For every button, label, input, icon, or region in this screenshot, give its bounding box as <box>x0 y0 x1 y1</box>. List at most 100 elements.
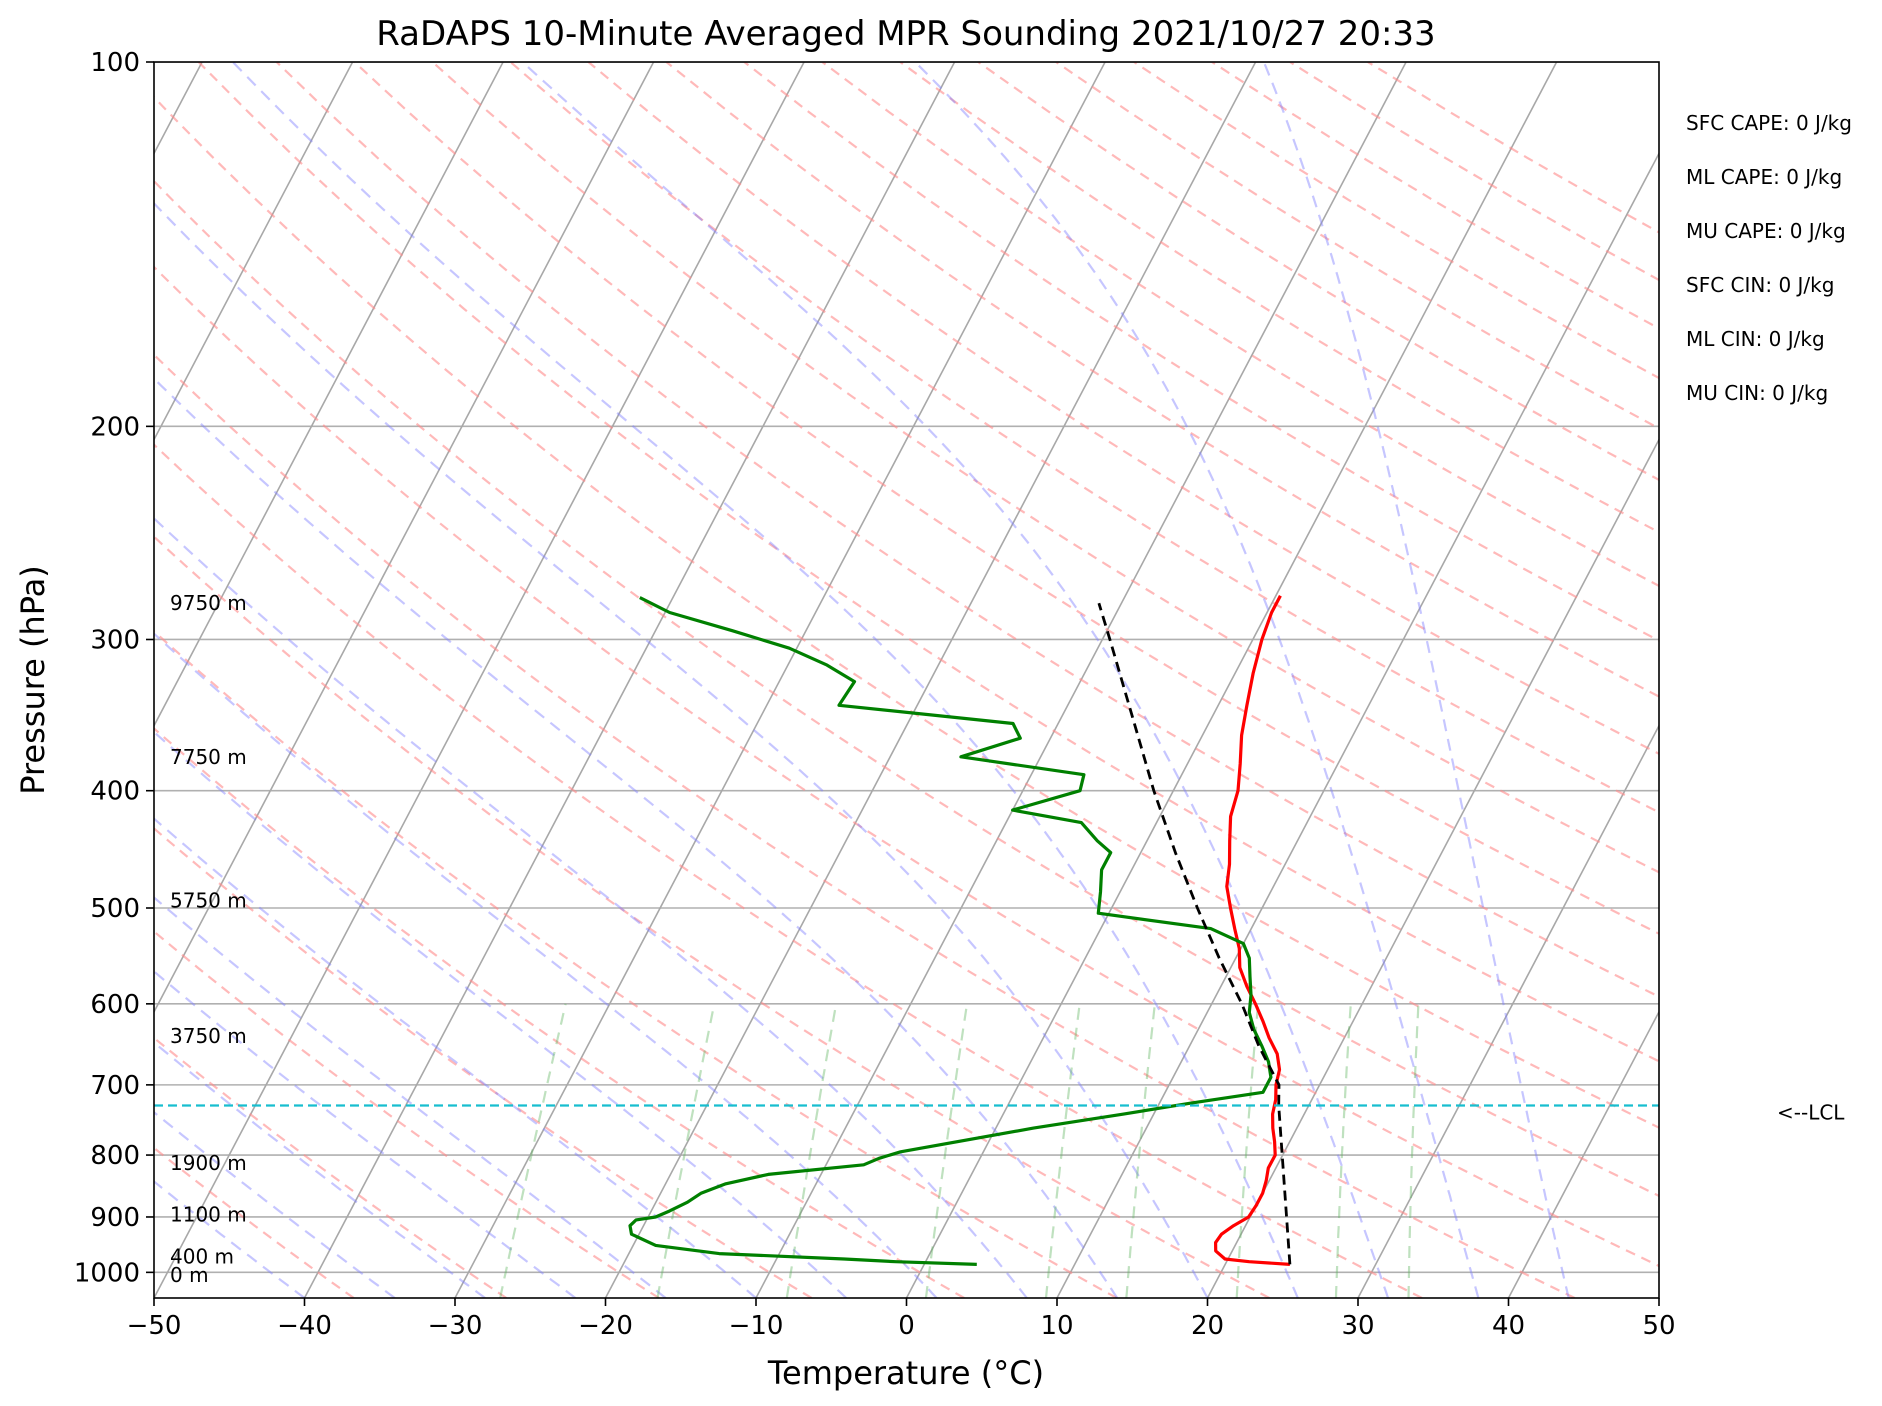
dry-adiabat <box>275 62 1659 998</box>
stat-line: SFC CAPE: 0 J/kg <box>1686 111 1852 135</box>
height-label: 0 m <box>170 1263 209 1287</box>
y-tick-label: 900 <box>90 1203 140 1233</box>
isotherm-line <box>154 62 504 728</box>
isotherm-line <box>154 62 805 1298</box>
mixing-ratio-line <box>1235 1003 1260 1298</box>
x-axis-label: Temperature (°C) <box>767 1354 1044 1392</box>
dry-adiabat <box>353 62 1659 935</box>
stat-line: SFC CIN: 0 J/kg <box>1686 273 1834 297</box>
moist-adiabat <box>154 896 667 1298</box>
height-label: 400 m <box>170 1244 234 1268</box>
isotherm-line <box>1357 724 1659 1298</box>
height-label: 3750 m <box>170 1024 247 1048</box>
y-axis-label: Pressure (hPa) <box>14 565 52 795</box>
isotherm-line <box>1056 151 1659 1298</box>
moist-adiabat <box>154 632 938 1298</box>
dry-adiabat <box>587 62 1659 755</box>
grid-lines <box>154 62 1659 1298</box>
series-line-0 <box>1214 594 1291 1266</box>
chart-title: RaDAPS 10-Minute Averaged MPR Sounding 2… <box>376 14 1435 54</box>
mixing-ratio-line <box>1125 1003 1156 1298</box>
cape-cin-stats: SFC CAPE: 0 J/kg ML CAPE: 0 J/kg MU CAPE: … <box>1686 111 1852 405</box>
moist-adiabat <box>1262 62 1570 1298</box>
x-tick-label: −50 <box>127 1311 182 1341</box>
mixing-ratio-line <box>1407 1003 1420 1298</box>
dry-adiabats <box>154 62 1659 1298</box>
moist-adiabat <box>154 970 577 1298</box>
y-tick-label: 500 <box>90 894 140 924</box>
isotherm-line <box>154 62 354 442</box>
isotherm-line <box>1507 1010 1659 1298</box>
y-tick-label: 300 <box>90 625 140 655</box>
isotherm-line <box>303 62 956 1298</box>
x-tick-label: 30 <box>1341 1311 1374 1341</box>
height-label: 1100 m <box>170 1203 247 1227</box>
x-tick-label: 0 <box>898 1311 915 1341</box>
x-axis-ticks: −50 −40 −30 −20 −10 0 10 20 30 40 50 <box>127 1298 1676 1341</box>
mixing-ratio-line <box>924 1003 969 1298</box>
x-tick-label: −20 <box>578 1311 633 1341</box>
moist-adiabat <box>154 1041 486 1298</box>
stat-line: ML CIN: 0 J/kg <box>1686 327 1825 351</box>
dry-adiabat <box>509 62 1659 814</box>
x-tick-label: 40 <box>1492 1311 1525 1341</box>
lcl-label: <--LCL <box>1777 1101 1845 1125</box>
dry-adiabat <box>743 62 1659 642</box>
series-line-1 <box>628 596 1273 1266</box>
moist-adiabat <box>154 1180 306 1298</box>
y-tick-label: 600 <box>90 990 140 1020</box>
y-tick-label: 200 <box>90 412 140 442</box>
moist-adiabat <box>521 62 1390 1298</box>
x-tick-label: 10 <box>1040 1311 1073 1341</box>
y-tick-label: 1000 <box>74 1258 140 1288</box>
moist-adiabat <box>914 62 1480 1298</box>
moist-adiabat <box>154 377 1119 1298</box>
dry-adiabat <box>154 826 813 1298</box>
dry-adiabat <box>154 930 660 1298</box>
dry-adiabat <box>154 265 1659 1268</box>
isotherm-line <box>1206 437 1659 1298</box>
series-line-2 <box>1097 602 1292 1265</box>
mixing-ratio-line <box>499 1003 567 1298</box>
isotherm-line <box>454 62 1106 1298</box>
dry-adiabat <box>821 62 1659 588</box>
dry-adiabat <box>154 95 1659 1129</box>
y-axis-ticks: 100 200 300 400 500 600 700 800 900 1000 <box>74 48 154 1288</box>
y-tick-label: 800 <box>90 1141 140 1171</box>
series-layer <box>628 594 1292 1266</box>
y-tick-label: 400 <box>90 777 140 807</box>
moist-adiabat <box>154 516 1028 1298</box>
height-labels: 9750 m 7750 m 5750 m 3750 m 1900 m 1100 m 400 … <box>170 591 247 1287</box>
height-label: 9750 m <box>170 591 247 615</box>
dry-adiabat <box>154 629 1118 1298</box>
moist-adiabat <box>154 730 848 1298</box>
isotherm-line <box>604 62 1257 1298</box>
mixing-ratio-line <box>656 1003 716 1298</box>
height-label: 1900 m <box>170 1151 247 1175</box>
x-tick-label: 50 <box>1642 1311 1675 1341</box>
moist-adiabat <box>232 62 1299 1298</box>
isotherm-line <box>1658 1296 1659 1298</box>
plot-background <box>154 62 1659 1298</box>
dry-adiabat <box>154 726 965 1298</box>
height-label: 5750 m <box>170 889 247 913</box>
stat-line: ML CAPE: 0 J/kg <box>1686 165 1842 189</box>
dry-adiabat <box>154 535 1270 1298</box>
x-tick-label: −10 <box>729 1311 784 1341</box>
moist-adiabats <box>154 62 1570 1298</box>
x-tick-label: 20 <box>1191 1311 1224 1341</box>
dry-adiabat <box>197 62 1659 1063</box>
mixing-ratio-line <box>1044 1003 1081 1298</box>
y-tick-label: 100 <box>90 48 140 78</box>
moist-adiabat <box>154 1110 396 1298</box>
height-label: 7750 m <box>170 745 247 769</box>
dry-adiabat <box>154 443 1423 1298</box>
mixing-ratio-line <box>1334 1003 1352 1298</box>
x-tick-label: −30 <box>428 1311 483 1341</box>
stat-line: MU CIN: 0 J/kg <box>1686 381 1828 405</box>
y-tick-label: 700 <box>90 1071 140 1101</box>
isotherm-line <box>905 62 1558 1298</box>
stat-line: MU CAPE: 0 J/kg <box>1686 219 1846 243</box>
isotherm-line <box>154 62 655 1014</box>
